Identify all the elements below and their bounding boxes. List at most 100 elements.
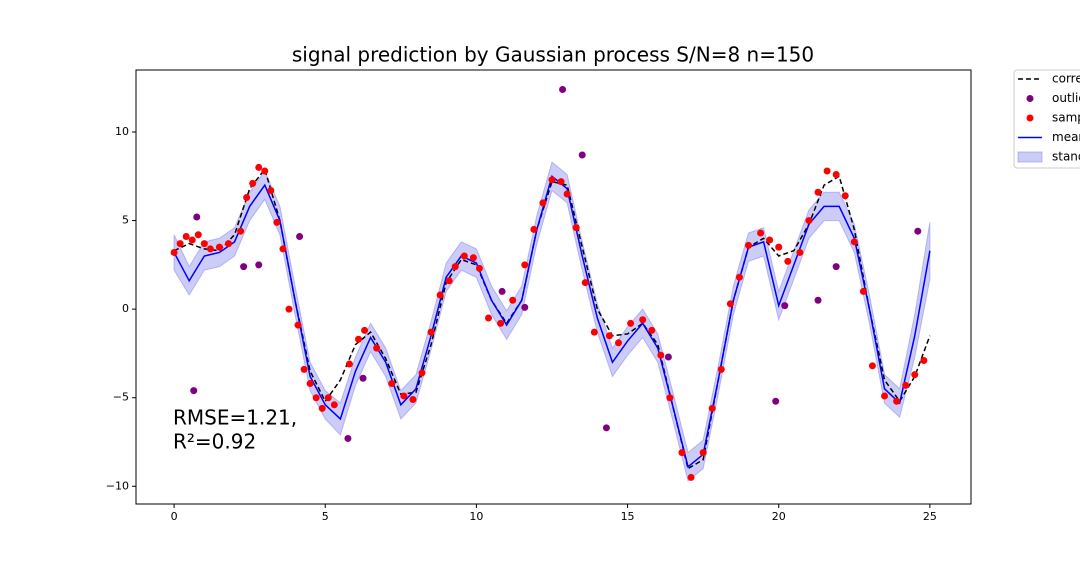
legend-label: mean [1052,130,1080,144]
point [521,303,529,311]
point [273,218,281,226]
point [920,357,928,365]
point [445,277,453,285]
point [559,85,567,93]
x-tick-label: 10 [469,510,483,523]
point [581,279,589,287]
point [498,287,506,295]
point [300,365,308,373]
legend-swatch [1026,95,1034,102]
point [530,225,538,233]
point [699,449,707,457]
point [255,163,263,171]
point [324,394,332,402]
point [261,167,269,175]
point [572,224,580,232]
point [182,233,190,241]
point [805,217,813,225]
point [602,424,610,432]
point [330,401,338,409]
y-tick-label: 5 [122,214,129,227]
x-tick-label: 0 [171,510,178,523]
point [361,326,369,334]
point [497,319,505,327]
point [627,319,635,327]
point [373,344,381,352]
point [243,194,251,202]
point [687,473,695,481]
point [359,374,367,382]
point [841,192,849,200]
point [914,227,922,235]
point [215,243,223,251]
point [911,371,919,379]
point [775,243,783,251]
point [823,167,831,175]
point [267,186,275,194]
point [814,188,822,196]
x-tick-label: 15 [621,510,635,523]
y-tick-label: 10 [115,125,129,138]
y-tick-label: −10 [106,479,129,492]
point [400,392,408,400]
point [859,287,867,295]
point [657,351,665,359]
point [605,332,613,340]
point [318,404,326,412]
point [206,245,214,253]
point [388,380,396,388]
point [735,273,743,281]
x-tick-label: 25 [923,510,937,523]
legend-label: stand [1052,150,1080,164]
point [294,321,302,329]
point [850,238,858,246]
point [814,296,822,304]
point [539,199,547,207]
point [427,328,435,336]
point [614,339,622,347]
point [355,335,363,343]
chart-title: signal prediction by Gaussian process S/… [292,43,814,67]
point [766,236,774,244]
plot-frame [135,69,972,505]
annotation: RMSE=1.21, [173,406,297,430]
point [639,316,647,324]
point [418,369,426,377]
point [509,296,517,304]
point [475,264,483,272]
point [249,179,257,187]
point [194,231,202,239]
point [832,263,840,271]
point [726,300,734,308]
point [868,362,876,370]
point [176,240,184,248]
point [578,151,586,159]
y-tick-label: −5 [113,391,129,404]
point [460,252,468,260]
point [240,263,248,271]
point [469,254,477,262]
point [664,353,672,361]
point [708,404,716,412]
legend-swatch [1017,151,1043,163]
legend-label: outlie [1052,91,1080,105]
point [757,229,765,237]
point [666,394,674,402]
point [344,434,352,442]
point [881,392,889,400]
point [200,240,208,248]
point [717,365,725,373]
point [225,240,233,248]
point [279,245,287,253]
point [832,171,840,179]
point [451,263,459,271]
point [902,381,910,389]
legend-label: samp [1052,111,1080,125]
point [285,305,293,313]
point [557,178,565,186]
legend-label: corre [1052,72,1080,86]
legend-box [1013,69,1080,169]
point [548,176,556,184]
